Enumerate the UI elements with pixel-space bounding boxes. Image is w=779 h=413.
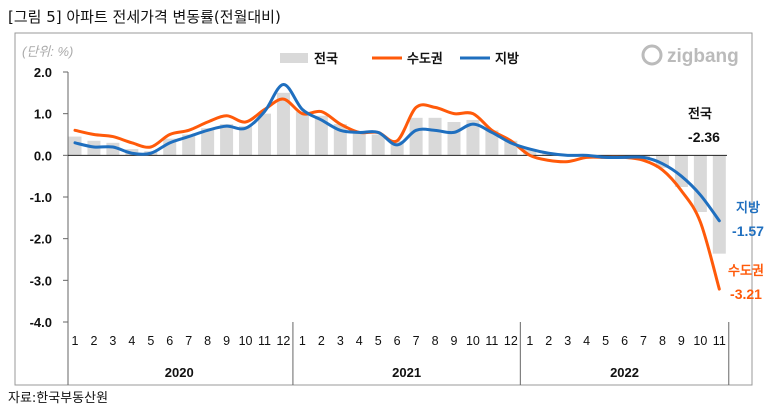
annotation-regional-name: 지방 [736, 200, 760, 215]
figure-title: [그림 5] 아파트 전세가격 변동률(전월대비) [8, 8, 281, 26]
x-tick-label: 8 [204, 334, 211, 348]
x-tick-label: 6 [166, 334, 173, 348]
bar-22 [466, 119, 480, 156]
bar-12 [276, 92, 290, 156]
x-tick-label: 7 [413, 334, 420, 348]
annotation-capital-name: 수도권 [728, 263, 764, 278]
x-tick-label: 10 [239, 334, 253, 348]
x-tick-label: 11 [258, 334, 271, 348]
y-tick-label: -2.0 [30, 232, 52, 247]
bar-16 [352, 132, 366, 156]
y-tick-label: 2.0 [34, 65, 52, 80]
legend-label: 지방 [495, 51, 519, 66]
x-tick-label: 12 [276, 334, 290, 348]
x-tick-label: 4 [128, 334, 135, 348]
x-tick-label: 9 [678, 334, 685, 348]
x-tick-label: 3 [109, 334, 116, 348]
year-label: 2021 [392, 365, 421, 380]
x-tick-label: 5 [147, 334, 154, 348]
annotation-national-value: -2.36 [688, 129, 720, 145]
line-capital-area [73, 97, 721, 291]
x-tick-label: 5 [375, 334, 382, 348]
bar-35 [712, 155, 726, 254]
legend-swatch-bar [280, 53, 308, 63]
bar-20 [428, 117, 442, 156]
x-tick-label: 9 [223, 334, 230, 348]
x-tick-label: 4 [583, 334, 590, 348]
x-tick-label: 3 [337, 334, 344, 348]
x-tick-label: 2 [318, 334, 325, 348]
annotation-national-name: 전국 [688, 106, 712, 121]
year-label: 2020 [165, 365, 194, 380]
bar-10 [239, 126, 253, 156]
x-tick-label: 10 [693, 334, 707, 348]
x-tick-label: 1 [526, 334, 533, 348]
bar-7 [182, 134, 196, 156]
bar-25 [523, 149, 537, 156]
x-tick-label: 11 [713, 334, 726, 348]
x-tick-label: 4 [356, 334, 363, 348]
x-tick-label: 6 [621, 334, 628, 348]
legend-label: 수도권 [407, 51, 443, 66]
x-tick-label: 9 [451, 334, 458, 348]
x-tick-label: 5 [602, 334, 609, 348]
bar-9 [220, 124, 234, 156]
x-tick-label: 8 [659, 334, 666, 348]
x-tick-label: 8 [432, 334, 439, 348]
chart-frame [14, 32, 753, 386]
x-tick-label: 2 [545, 334, 552, 348]
bar-17 [371, 134, 385, 156]
legend-label: 전국 [314, 51, 338, 66]
y-tick-label: 1.0 [34, 107, 52, 122]
unit-label: (단위: %) [22, 44, 73, 59]
line-regional [73, 83, 721, 223]
x-tick-label: 7 [185, 334, 192, 348]
bar-11 [258, 113, 271, 156]
bar-14 [314, 115, 328, 156]
x-tick-label: 1 [72, 334, 79, 348]
x-tick-label: 12 [504, 334, 518, 348]
annotation-capital-value: -3.21 [730, 286, 762, 302]
x-tick-label: 10 [466, 334, 480, 348]
x-tick-label: 1 [299, 334, 306, 348]
bar-13 [295, 111, 309, 156]
bar-19 [409, 117, 423, 156]
zigbang-logo-icon [641, 44, 663, 66]
y-tick-label: -3.0 [30, 273, 52, 288]
x-tick-label: 11 [485, 334, 498, 348]
bar-1 [68, 136, 82, 156]
year-label: 2022 [610, 365, 639, 380]
bar-8 [201, 128, 215, 156]
bar-21 [447, 122, 461, 156]
bar-34 [693, 155, 707, 212]
y-tick-label: -1.0 [30, 190, 52, 205]
y-tick-label: -4.0 [30, 315, 52, 330]
x-tick-label: 6 [394, 334, 401, 348]
zigbang-logo: zigbang [667, 46, 739, 67]
y-tick-label: 0.0 [34, 148, 52, 163]
annotation-regional-value: -1.57 [732, 223, 764, 239]
bar-23 [485, 130, 499, 156]
source-note: 자료:한국부동산원 [8, 391, 109, 406]
x-tick-label: 7 [640, 334, 647, 348]
x-tick-label: 2 [90, 334, 97, 348]
x-tick-label: 3 [564, 334, 571, 348]
